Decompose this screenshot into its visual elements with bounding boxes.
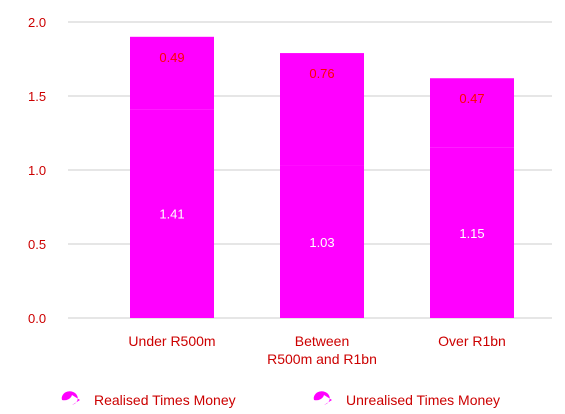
x-tick-label: R500m and R1bn xyxy=(267,351,377,367)
legend-label: Unrealised Times Money xyxy=(346,392,500,408)
legend-marker-icon xyxy=(61,391,80,405)
bar-segment-unrealised xyxy=(130,36,214,110)
y-tick-label: 0.5 xyxy=(28,237,46,252)
x-tick-label: Under R500m xyxy=(128,333,215,349)
x-tick-label: Between xyxy=(295,333,349,349)
bar-segment-realised xyxy=(280,165,364,318)
bar-segment-realised xyxy=(430,147,514,318)
data-label: 1.03 xyxy=(309,235,334,250)
bar-segment-realised xyxy=(130,109,214,318)
data-label: 0.49 xyxy=(159,50,184,65)
y-tick-label: 1.0 xyxy=(28,163,46,178)
bar-segment-unrealised xyxy=(280,53,364,166)
data-label: 0.76 xyxy=(309,66,334,81)
y-tick-label: 0.0 xyxy=(28,311,46,326)
y-tick-label: 2.0 xyxy=(28,15,46,30)
data-label: 1.15 xyxy=(459,226,484,241)
legend-label: Realised Times Money xyxy=(94,392,236,408)
bar-segment-unrealised xyxy=(430,78,514,148)
y-tick-label: 1.5 xyxy=(28,89,46,104)
data-label: 1.41 xyxy=(159,207,184,222)
data-label: 0.47 xyxy=(459,91,484,106)
legend-marker-icon xyxy=(313,391,332,405)
x-tick-label: Over R1bn xyxy=(438,333,506,349)
